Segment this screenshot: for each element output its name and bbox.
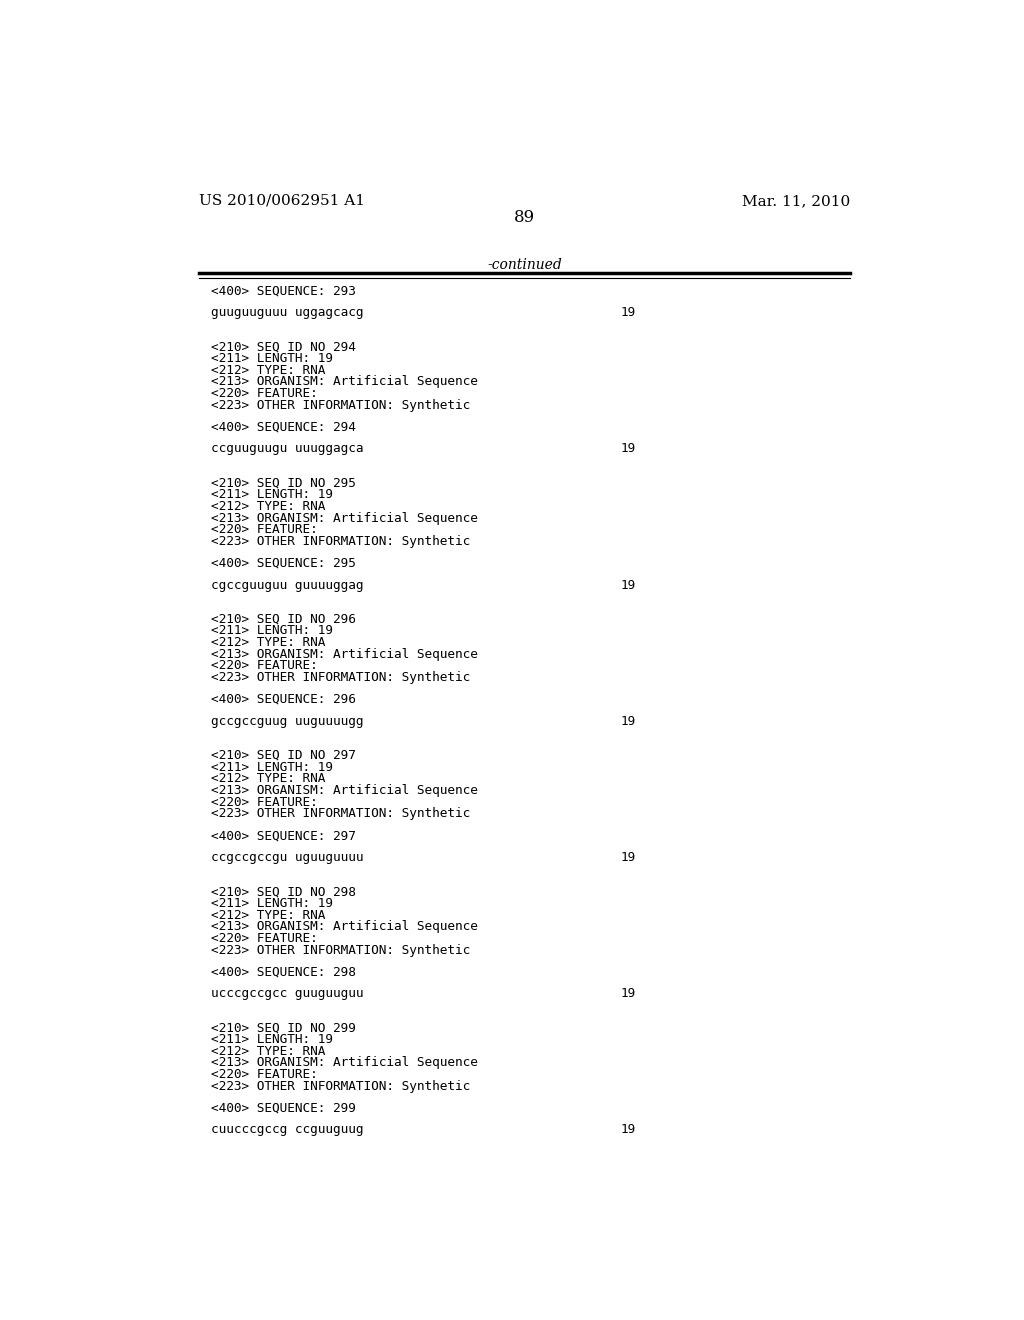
Text: <400> SEQUENCE: 298: <400> SEQUENCE: 298 bbox=[211, 965, 356, 978]
Text: <213> ORGANISM: Artificial Sequence: <213> ORGANISM: Artificial Sequence bbox=[211, 648, 478, 661]
Text: <212> TYPE: RNA: <212> TYPE: RNA bbox=[211, 772, 326, 785]
Text: 19: 19 bbox=[620, 715, 635, 727]
Text: <212> TYPE: RNA: <212> TYPE: RNA bbox=[211, 1044, 326, 1057]
Text: <220> FEATURE:: <220> FEATURE: bbox=[211, 523, 318, 536]
Text: <211> LENGTH: 19: <211> LENGTH: 19 bbox=[211, 1034, 334, 1045]
Text: ccgccgccgu uguuguuuu: ccgccgccgu uguuguuuu bbox=[211, 851, 364, 865]
Text: <210> SEQ ID NO 296: <210> SEQ ID NO 296 bbox=[211, 612, 356, 626]
Text: <400> SEQUENCE: 295: <400> SEQUENCE: 295 bbox=[211, 557, 356, 570]
Text: <212> TYPE: RNA: <212> TYPE: RNA bbox=[211, 500, 326, 513]
Text: <220> FEATURE:: <220> FEATURE: bbox=[211, 660, 318, 672]
Text: <223> OTHER INFORMATION: Synthetic: <223> OTHER INFORMATION: Synthetic bbox=[211, 671, 471, 684]
Text: cgccguuguu guuuuggag: cgccguuguu guuuuggag bbox=[211, 578, 364, 591]
Text: <211> LENGTH: 19: <211> LENGTH: 19 bbox=[211, 760, 334, 774]
Text: Mar. 11, 2010: Mar. 11, 2010 bbox=[742, 194, 850, 209]
Text: <213> ORGANISM: Artificial Sequence: <213> ORGANISM: Artificial Sequence bbox=[211, 375, 478, 388]
Text: <211> LENGTH: 19: <211> LENGTH: 19 bbox=[211, 488, 334, 502]
Text: <220> FEATURE:: <220> FEATURE: bbox=[211, 1068, 318, 1081]
Text: <400> SEQUENCE: 299: <400> SEQUENCE: 299 bbox=[211, 1102, 356, 1114]
Text: gccgccguug uuguuuugg: gccgccguug uuguuuugg bbox=[211, 715, 364, 727]
Text: <223> OTHER INFORMATION: Synthetic: <223> OTHER INFORMATION: Synthetic bbox=[211, 808, 471, 820]
Text: <212> TYPE: RNA: <212> TYPE: RNA bbox=[211, 364, 326, 376]
Text: ucccgccgcc guuguuguu: ucccgccgcc guuguuguu bbox=[211, 987, 364, 1001]
Text: <210> SEQ ID NO 297: <210> SEQ ID NO 297 bbox=[211, 748, 356, 762]
Text: 19: 19 bbox=[620, 851, 635, 865]
Text: <210> SEQ ID NO 299: <210> SEQ ID NO 299 bbox=[211, 1022, 356, 1035]
Text: <213> ORGANISM: Artificial Sequence: <213> ORGANISM: Artificial Sequence bbox=[211, 1056, 478, 1069]
Text: <210> SEQ ID NO 298: <210> SEQ ID NO 298 bbox=[211, 886, 356, 898]
Text: <211> LENGTH: 19: <211> LENGTH: 19 bbox=[211, 352, 334, 366]
Text: guuguuguuu uggagcacg: guuguuguuu uggagcacg bbox=[211, 306, 364, 319]
Text: 19: 19 bbox=[620, 442, 635, 455]
Text: <213> ORGANISM: Artificial Sequence: <213> ORGANISM: Artificial Sequence bbox=[211, 784, 478, 797]
Text: 89: 89 bbox=[514, 210, 536, 226]
Text: <220> FEATURE:: <220> FEATURE: bbox=[211, 387, 318, 400]
Text: <211> LENGTH: 19: <211> LENGTH: 19 bbox=[211, 624, 334, 638]
Text: <400> SEQUENCE: 296: <400> SEQUENCE: 296 bbox=[211, 693, 356, 706]
Text: <223> OTHER INFORMATION: Synthetic: <223> OTHER INFORMATION: Synthetic bbox=[211, 535, 471, 548]
Text: <210> SEQ ID NO 294: <210> SEQ ID NO 294 bbox=[211, 341, 356, 354]
Text: <210> SEQ ID NO 295: <210> SEQ ID NO 295 bbox=[211, 477, 356, 490]
Text: cuucccgccg ccguuguug: cuucccgccg ccguuguug bbox=[211, 1123, 364, 1137]
Text: <220> FEATURE:: <220> FEATURE: bbox=[211, 932, 318, 945]
Text: <223> OTHER INFORMATION: Synthetic: <223> OTHER INFORMATION: Synthetic bbox=[211, 1080, 471, 1093]
Text: 19: 19 bbox=[620, 578, 635, 591]
Text: -continued: -continued bbox=[487, 257, 562, 272]
Text: 19: 19 bbox=[620, 1123, 635, 1137]
Text: US 2010/0062951 A1: US 2010/0062951 A1 bbox=[200, 194, 366, 209]
Text: <223> OTHER INFORMATION: Synthetic: <223> OTHER INFORMATION: Synthetic bbox=[211, 944, 471, 957]
Text: <213> ORGANISM: Artificial Sequence: <213> ORGANISM: Artificial Sequence bbox=[211, 920, 478, 933]
Text: 19: 19 bbox=[620, 987, 635, 1001]
Text: <220> FEATURE:: <220> FEATURE: bbox=[211, 796, 318, 809]
Text: <213> ORGANISM: Artificial Sequence: <213> ORGANISM: Artificial Sequence bbox=[211, 512, 478, 524]
Text: <400> SEQUENCE: 297: <400> SEQUENCE: 297 bbox=[211, 829, 356, 842]
Text: <400> SEQUENCE: 293: <400> SEQUENCE: 293 bbox=[211, 284, 356, 297]
Text: <212> TYPE: RNA: <212> TYPE: RNA bbox=[211, 908, 326, 921]
Text: 19: 19 bbox=[620, 306, 635, 319]
Text: <400> SEQUENCE: 294: <400> SEQUENCE: 294 bbox=[211, 421, 356, 434]
Text: <223> OTHER INFORMATION: Synthetic: <223> OTHER INFORMATION: Synthetic bbox=[211, 399, 471, 412]
Text: <211> LENGTH: 19: <211> LENGTH: 19 bbox=[211, 896, 334, 909]
Text: <212> TYPE: RNA: <212> TYPE: RNA bbox=[211, 636, 326, 649]
Text: ccguuguugu uuuggagca: ccguuguugu uuuggagca bbox=[211, 442, 364, 455]
